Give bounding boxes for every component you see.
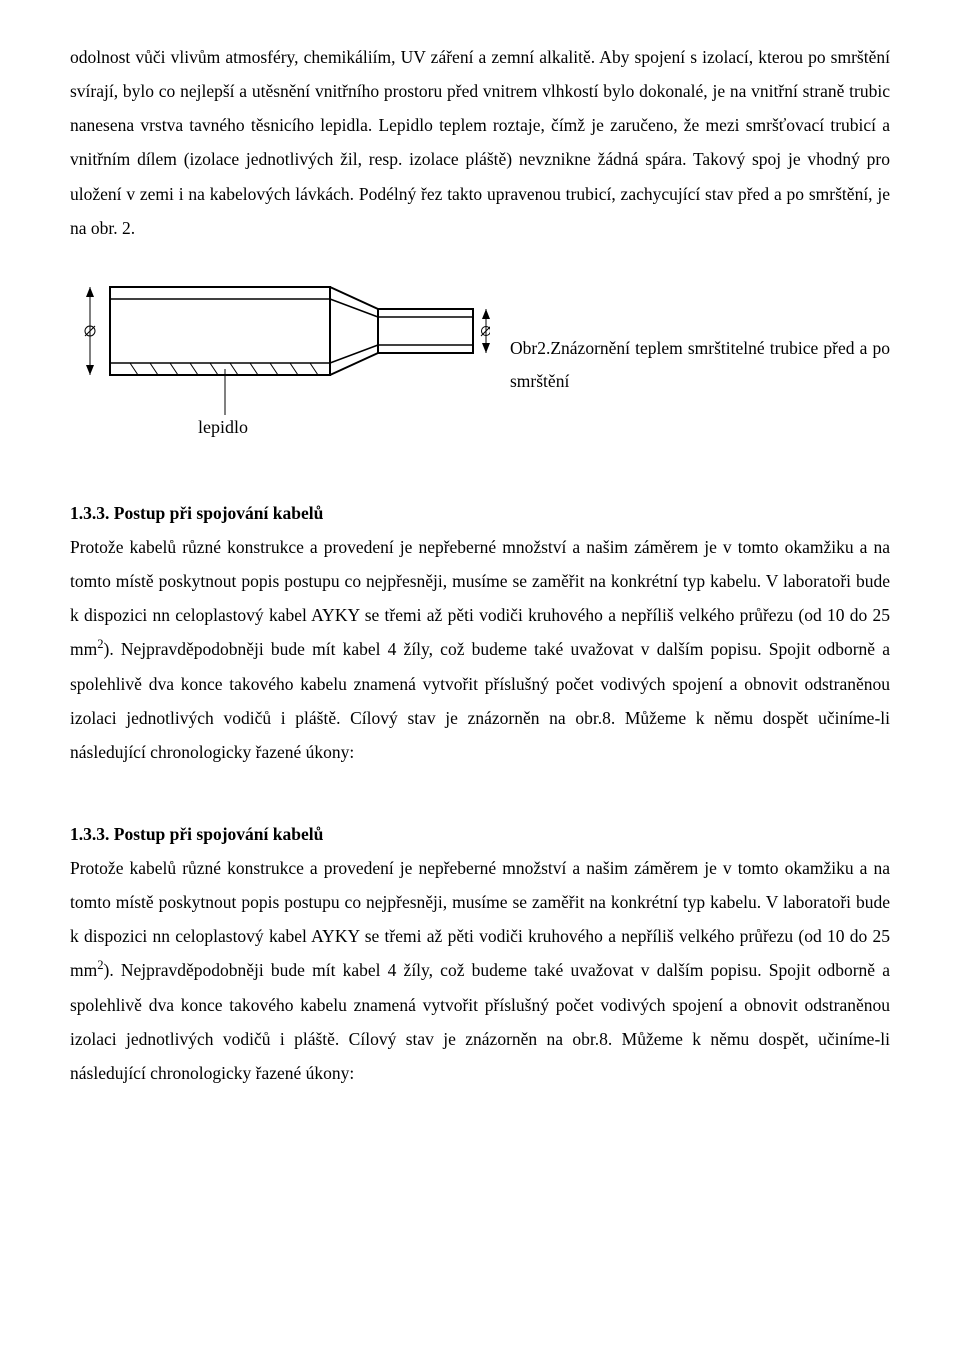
spacer (70, 769, 890, 797)
section2-text-b: ). Nejpravděpodobněji bude mít kabel 4 ž… (70, 960, 890, 1082)
section-body-1: Protože kabelů různé konstrukce a proved… (70, 530, 890, 769)
intro-paragraph: odolnost vůči vlivům atmosféry, chemikál… (70, 40, 890, 245)
figure-caption: Obr2.Znázornění teplem smrštitelné trubi… (510, 332, 890, 399)
section1-text-b: ). Nejpravděpodobněji bude mít kabel 4 ž… (70, 639, 890, 761)
figure-block: lepidlo Obr2.Znázornění teplem smrštitel… (70, 275, 890, 456)
section-heading-2: 1.3.3. Postup při spojování kabelů (70, 817, 890, 851)
section-body-2: Protože kabelů různé konstrukce a proved… (70, 851, 890, 1090)
section-heading-1: 1.3.3. Postup při spojování kabelů (70, 496, 890, 530)
tube-diagram-icon: lepidlo (70, 275, 490, 456)
lepidlo-label: lepidlo (198, 417, 248, 437)
